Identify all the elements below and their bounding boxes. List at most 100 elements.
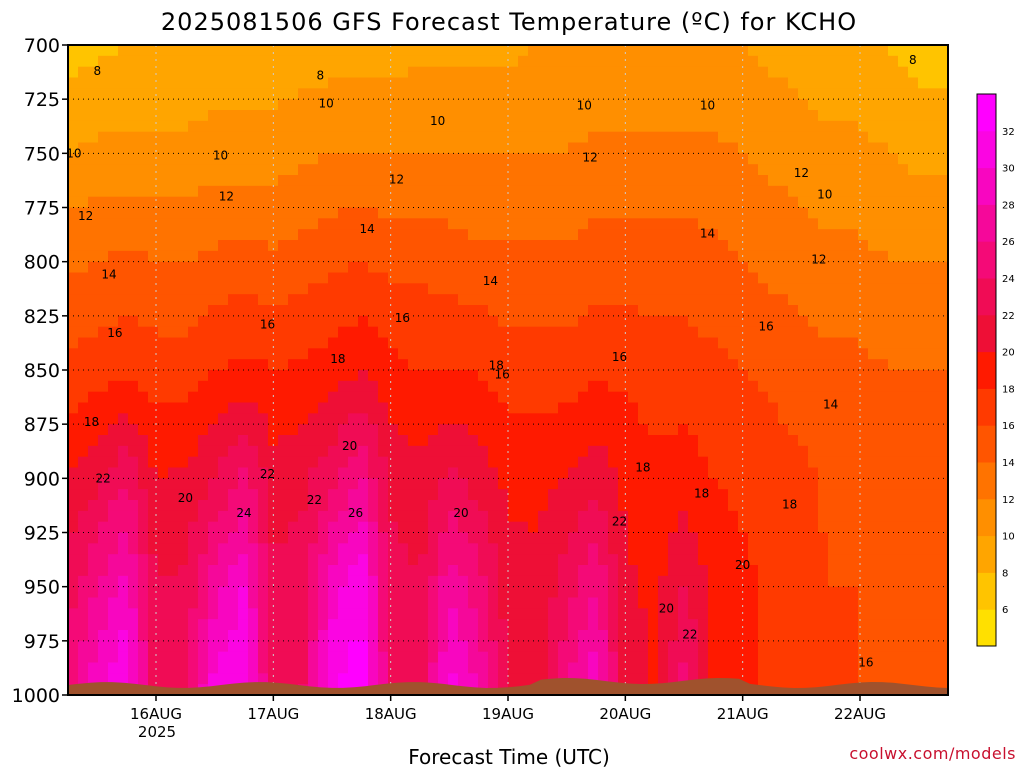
temperature-cell	[858, 55, 869, 68]
temperature-cell	[758, 45, 769, 57]
temperature-cell	[398, 456, 409, 469]
temperature-cell	[108, 532, 119, 544]
temperature-cell	[838, 283, 849, 295]
temperature-cell	[548, 294, 559, 306]
temperature-cell	[588, 142, 599, 154]
temperature-cell	[718, 348, 729, 360]
temperature-cell	[298, 326, 309, 339]
temperature-cell	[778, 489, 789, 501]
temperature-cell	[628, 673, 639, 685]
temperature-cell	[478, 305, 489, 317]
temperature-cell	[88, 413, 99, 425]
temperature-cell	[128, 391, 139, 404]
temperature-cell	[818, 445, 829, 458]
temperature-cell	[538, 305, 549, 317]
temperature-cell	[808, 99, 819, 111]
temperature-cell	[168, 521, 179, 534]
temperature-cell	[548, 489, 559, 501]
temperature-cell	[848, 120, 859, 133]
temperature-cell	[608, 543, 619, 555]
temperature-cell	[648, 337, 659, 349]
temperature-cell	[668, 88, 679, 100]
temperature-cell	[428, 261, 439, 274]
temperature-cell	[618, 315, 629, 328]
temperature-cell	[88, 185, 99, 198]
temperature-cell	[798, 153, 809, 165]
temperature-cell	[748, 185, 759, 198]
temperature-cell	[128, 315, 139, 328]
temperature-cell	[308, 510, 319, 523]
temperature-cell	[428, 445, 439, 458]
temperature-cell	[588, 435, 599, 447]
temperature-cell	[498, 424, 509, 436]
temperature-cell	[668, 185, 679, 198]
temperature-cell	[568, 619, 579, 631]
temperature-cell	[128, 586, 139, 599]
temperature-cell	[148, 120, 159, 133]
temperature-cell	[358, 500, 369, 512]
temperature-cell	[218, 196, 229, 209]
temperature-cell	[888, 478, 899, 490]
temperature-cell	[368, 305, 379, 317]
temperature-cell	[498, 315, 509, 328]
temperature-cell	[158, 88, 169, 100]
temperature-cell	[278, 142, 289, 154]
temperature-cell	[568, 543, 579, 555]
temperature-cell	[658, 66, 669, 79]
temperature-cell	[728, 110, 739, 122]
temperature-cell	[768, 575, 779, 588]
temperature-cell	[768, 66, 779, 79]
temperature-cell	[868, 131, 879, 144]
temperature-cell	[98, 380, 109, 393]
temperature-cell	[78, 489, 89, 501]
temperature-cell	[898, 175, 909, 187]
temperature-cell	[448, 164, 459, 176]
temperature-cell	[678, 196, 689, 209]
temperature-cell	[368, 315, 379, 328]
temperature-cell	[468, 586, 479, 599]
temperature-cell	[158, 608, 169, 620]
temperature-cell	[278, 413, 289, 425]
temperature-cell	[738, 229, 749, 241]
temperature-cell	[358, 597, 369, 609]
temperature-cell	[578, 45, 589, 57]
temperature-cell	[438, 673, 449, 685]
temperature-cell	[608, 467, 619, 479]
temperature-cell	[298, 478, 309, 490]
temperature-cell	[698, 467, 709, 479]
temperature-cell	[808, 337, 819, 349]
temperature-cell	[488, 348, 499, 360]
temperature-cell	[528, 66, 539, 79]
temperature-cell	[178, 337, 189, 349]
temperature-cell	[348, 391, 359, 404]
temperature-cell	[748, 120, 759, 133]
temperature-cell	[338, 305, 349, 317]
temperature-cell	[138, 305, 149, 317]
temperature-cell	[718, 435, 729, 447]
temperature-cell	[408, 153, 419, 165]
temperature-cell	[718, 575, 729, 588]
temperature-cell	[758, 597, 769, 609]
temperature-cell	[888, 424, 899, 436]
temperature-cell	[108, 261, 119, 274]
temperature-cell	[858, 164, 869, 176]
temperature-cell	[788, 142, 799, 154]
temperature-cell	[558, 218, 569, 230]
temperature-cell	[648, 261, 659, 274]
temperature-cell	[138, 630, 149, 642]
temperature-cell	[638, 445, 649, 458]
temperature-cell	[388, 619, 399, 631]
temperature-cell	[198, 359, 209, 371]
temperature-cell	[398, 294, 409, 306]
temperature-cell	[148, 608, 159, 620]
temperature-cell	[108, 478, 119, 490]
temperature-cell	[188, 185, 199, 198]
temperature-cell	[888, 619, 899, 631]
temperature-cell	[478, 326, 489, 339]
temperature-cell	[848, 218, 859, 230]
temperature-cell	[828, 413, 839, 425]
temperature-cell	[608, 424, 619, 436]
temperature-cell	[558, 424, 569, 436]
temperature-cell	[298, 294, 309, 306]
temperature-cell	[518, 337, 529, 349]
